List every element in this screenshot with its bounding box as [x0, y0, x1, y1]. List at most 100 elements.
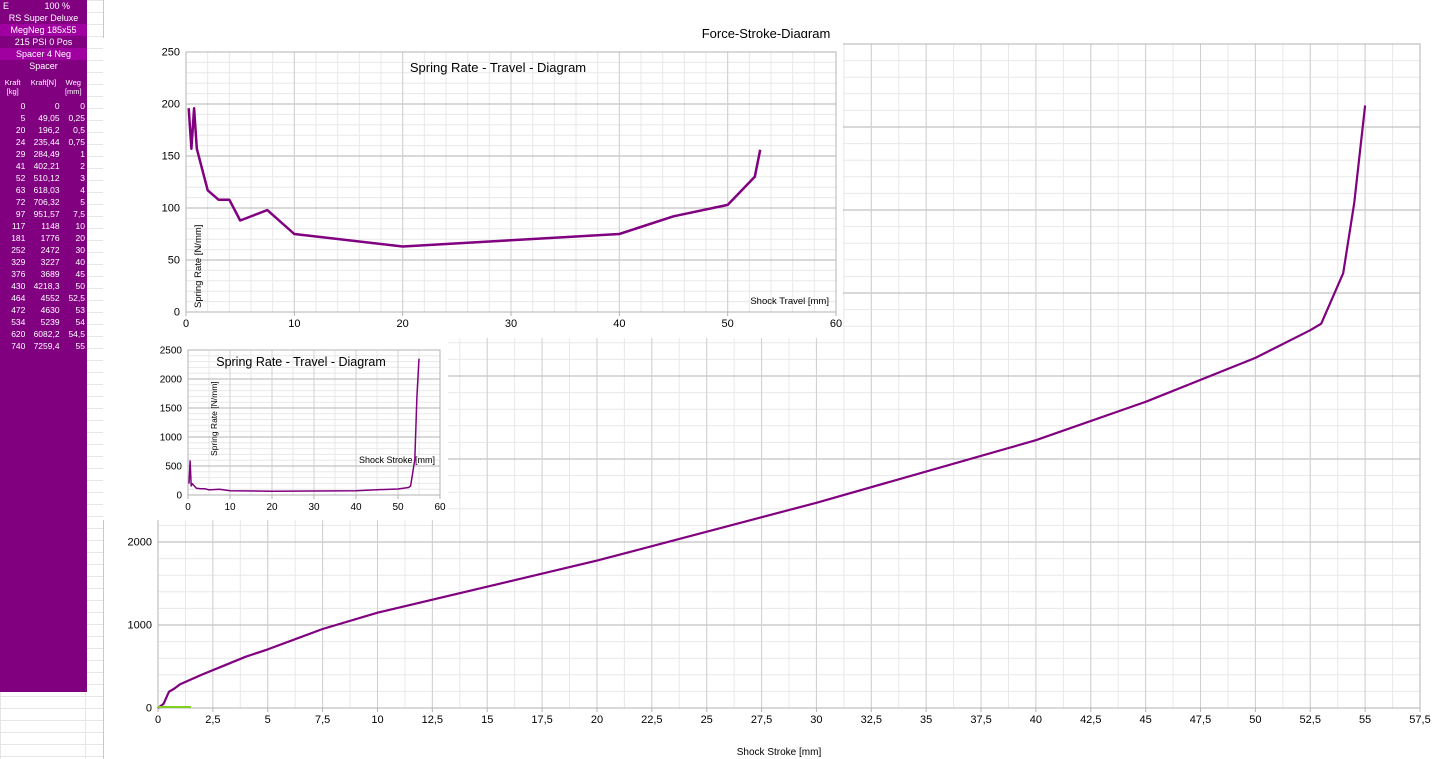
cell-kraft-n[interactable]: 49,05 [38, 113, 60, 123]
table-row[interactable]: 72 706,32 5 [0, 196, 87, 208]
cell-kraft-kg[interactable]: 376 [11, 269, 26, 279]
table-row[interactable]: 0 0 0 [0, 100, 87, 112]
cell-weg-mm[interactable]: 7,5 [73, 209, 85, 219]
cell-kraft-n[interactable]: 7259,4 [33, 341, 60, 351]
cell-kraft-n[interactable]: 4218,3 [33, 281, 60, 291]
sidebar-line[interactable]: MegNeg 185x55 [0, 24, 87, 36]
table-row[interactable]: 620 6082,2 54,5 [0, 328, 87, 340]
cell-kraft-kg[interactable]: 534 [11, 317, 26, 327]
inset-x-axis-title: Shock Stroke [mm] [359, 455, 435, 465]
x-tick-label: 55 [1359, 714, 1371, 726]
cell-kraft-n[interactable]: 706,32 [33, 197, 60, 207]
cell-kraft-n[interactable]: 402,21 [33, 161, 60, 171]
table-row[interactable]: 117 1148 10 [0, 220, 87, 232]
table-row[interactable]: 29 284,49 1 [0, 148, 87, 160]
cell-kraft-n[interactable]: 510,12 [33, 173, 60, 183]
cell-kraft-kg[interactable]: 430 [11, 281, 26, 291]
cell-kraft-n[interactable]: 1148 [41, 221, 60, 231]
table-row[interactable]: 20 196,2 0,5 [0, 124, 87, 136]
cell-weg-mm[interactable]: 55 [75, 341, 85, 351]
cell-kraft-n[interactable]: 6082,2 [33, 329, 60, 339]
sidebar-line[interactable]: Spacer [29, 61, 58, 71]
cell-kraft-kg[interactable]: 472 [11, 305, 26, 315]
cell-weg-mm[interactable]: 0,25 [68, 113, 85, 123]
cell-kraft-kg[interactable]: 0 [20, 101, 26, 111]
x-tick-label: 32,5 [861, 714, 882, 726]
mode-cell[interactable]: E [3, 1, 10, 11]
cell-weg-mm[interactable]: 1 [80, 149, 85, 159]
cell-kraft-kg[interactable]: 181 [11, 233, 26, 243]
cell-kraft-n[interactable]: 5239 [40, 317, 60, 327]
table-row[interactable]: 41 402,21 2 [0, 160, 87, 172]
spring-rate-chart-small[interactable]: 0 500 1000 1500 2000 2500 0 10 20 30 40 50 60 Spring … [103, 338, 448, 520]
cell-kraft-n[interactable]: 1776 [40, 233, 60, 243]
cell-weg-mm[interactable]: 40 [75, 257, 85, 267]
percent-cell[interactable]: 100 % [44, 1, 70, 11]
table-row[interactable]: 5 49,05 0,25 [0, 112, 87, 124]
cell-weg-mm[interactable]: 45 [75, 269, 85, 279]
cell-weg-mm[interactable]: 0,5 [73, 125, 85, 135]
plot-area-border [185, 51, 837, 313]
cell-kraft-n[interactable]: 4630 [40, 305, 60, 315]
x-tick-label: 0 [185, 502, 191, 513]
cell-kraft-kg[interactable]: 740 [11, 341, 26, 351]
cell-kraft-n[interactable]: 951,57 [33, 209, 60, 219]
table-row[interactable]: 376 3689 45 [0, 268, 87, 280]
table-row[interactable]: 181 1776 20 [0, 232, 87, 244]
cell-kraft-kg[interactable]: 52 [15, 173, 26, 183]
cell-kraft-n[interactable]: 4552 [40, 293, 60, 303]
cell-weg-mm[interactable]: 10 [75, 221, 85, 231]
cell-weg-mm[interactable]: 52,5 [68, 293, 85, 303]
table-row[interactable]: 534 5239 54 [0, 316, 87, 328]
cell-kraft-kg[interactable]: 117 [11, 221, 26, 231]
cell-weg-mm[interactable]: 4 [80, 185, 85, 195]
table-row[interactable]: 52 510,12 3 [0, 172, 87, 184]
cell-kraft-n[interactable]: 3227 [40, 257, 60, 267]
cell-weg-mm[interactable]: 0,75 [68, 137, 85, 147]
cell-kraft-n[interactable]: 2472 [40, 245, 60, 255]
table-row[interactable]: 24 235,44 0,75 [0, 136, 87, 148]
table-row[interactable]: 430 4218,3 50 [0, 280, 87, 292]
cell-kraft-kg[interactable]: 97 [15, 209, 26, 219]
cell-weg-mm[interactable]: 0 [80, 101, 85, 111]
cell-kraft-kg[interactable]: 252 [11, 245, 26, 255]
cell-weg-mm[interactable]: 50 [75, 281, 85, 291]
cell-kraft-kg[interactable]: 29 [15, 149, 26, 159]
cell-kraft-n[interactable]: 284,49 [33, 149, 60, 159]
cell-weg-mm[interactable]: 2 [80, 161, 85, 171]
table-row[interactable]: 252 2472 30 [0, 244, 87, 256]
cell-weg-mm[interactable]: 54 [75, 317, 85, 327]
cell-kraft-n[interactable]: 235,44 [33, 137, 60, 147]
cell-weg-mm[interactable]: 5 [80, 197, 85, 207]
cell-kraft-n[interactable]: 0 [54, 101, 60, 111]
cell-kraft-kg[interactable]: 24 [15, 137, 26, 147]
cell-kraft-kg[interactable]: 464 [11, 293, 26, 303]
sidebar-line[interactable]: Spacer 4 Neg [0, 48, 87, 60]
cell-weg-mm[interactable]: 54,5 [68, 329, 85, 339]
cell-kraft-kg[interactable]: 329 [11, 257, 26, 267]
cell-kraft-kg[interactable]: 20 [15, 125, 26, 135]
plot-area-border [187, 349, 441, 496]
table-row[interactable]: 329 3227 40 [0, 256, 87, 268]
table-row[interactable]: 740 7259,4 55 [0, 340, 87, 352]
cell-weg-mm[interactable]: 3 [80, 173, 85, 183]
cell-weg-mm[interactable]: 30 [75, 245, 85, 255]
sidebar-line[interactable]: 215 PSI 0 Pos [14, 37, 73, 47]
table-row[interactable]: 472 4630 53 [0, 304, 87, 316]
cell-kraft-n[interactable]: 196,2 [38, 125, 60, 135]
spring-rate-chart-large[interactable]: 0 50 100 150 200 250 0 10 20 30 40 50 60 Spring Rate … [103, 38, 843, 338]
cell-kraft-kg[interactable]: 63 [15, 185, 26, 195]
x-tick-label: 17,5 [531, 714, 552, 726]
cell-kraft-kg[interactable]: 72 [15, 197, 26, 207]
cell-kraft-n[interactable]: 618,03 [33, 185, 60, 195]
cell-weg-mm[interactable]: 20 [75, 233, 85, 243]
cell-kraft-kg[interactable]: 41 [15, 161, 26, 171]
cell-weg-mm[interactable]: 53 [75, 305, 85, 315]
table-row[interactable]: 97 951,57 7,5 [0, 208, 87, 220]
cell-kraft-kg[interactable]: 620 [11, 329, 26, 339]
table-row[interactable]: 464 4552 52,5 [0, 292, 87, 304]
cell-kraft-n[interactable]: 3689 [40, 269, 60, 279]
cell-kraft-kg[interactable]: 5 [20, 113, 26, 123]
table-row[interactable]: 63 618,03 4 [0, 184, 87, 196]
sidebar-line[interactable]: RS Super Deluxe [8, 13, 79, 23]
